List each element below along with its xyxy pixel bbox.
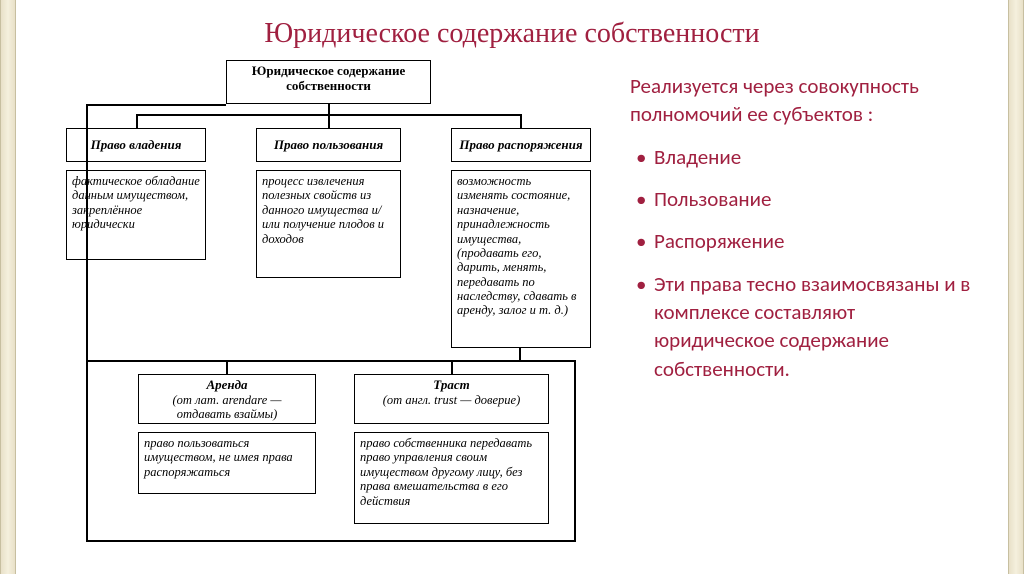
connector (520, 114, 522, 128)
connector (86, 104, 226, 106)
extra-2-desc: право собственника передавать право упра… (354, 432, 549, 524)
bullet-1: Владение (630, 143, 980, 171)
right-2-title: Право пользования (256, 128, 401, 162)
bullet-4: Эти права тесно взаимосвязаны и в компле… (630, 270, 980, 383)
hierarchy-diagram: Юридическое содержание собственности Пра… (56, 60, 596, 560)
connector (519, 360, 576, 362)
extra-2-sub: (от англ. trust — доверие) (383, 393, 520, 407)
extra-1-head: Аренда (от лат. arendare — отдавать взай… (138, 374, 316, 424)
connector (136, 114, 138, 128)
extra-1-title: Аренда (206, 377, 247, 392)
connector (86, 360, 521, 362)
side-intro: Реализуется через совокупность полномочи… (630, 72, 980, 129)
connector (226, 360, 228, 374)
extra-1-sub: (от лат. arendare — отдавать взаймы) (173, 393, 282, 421)
bullet-3: Распоряжение (630, 227, 980, 255)
right-3-desc: возможность изменять состояние, назначен… (451, 170, 591, 348)
connector (328, 114, 330, 128)
side-text: Реализуется через совокупность полномочи… (630, 72, 980, 397)
connector (574, 360, 576, 541)
extra-1-desc: право пользоваться имуществом, не имея п… (138, 432, 316, 494)
frame-border-left (0, 0, 16, 574)
right-2-desc: процесс извлечения полезных свойств из д… (256, 170, 401, 278)
root-box: Юридическое содержание собственности (226, 60, 431, 104)
extra-2-title: Траст (433, 377, 470, 392)
connector (451, 360, 453, 374)
extra-2-head: Траст (от англ. trust — доверие) (354, 374, 549, 424)
page-title: Юридическое содержание собственности (0, 18, 1024, 50)
right-3-title: Право распоряжения (451, 128, 591, 162)
connector (86, 104, 88, 360)
bullet-2: Пользование (630, 185, 980, 213)
side-bullets: Владение Пользование Распоряжение Эти пр… (630, 143, 980, 383)
connector (86, 540, 576, 542)
frame-border-right (1008, 0, 1024, 574)
connector (328, 104, 330, 114)
connector (86, 360, 88, 540)
